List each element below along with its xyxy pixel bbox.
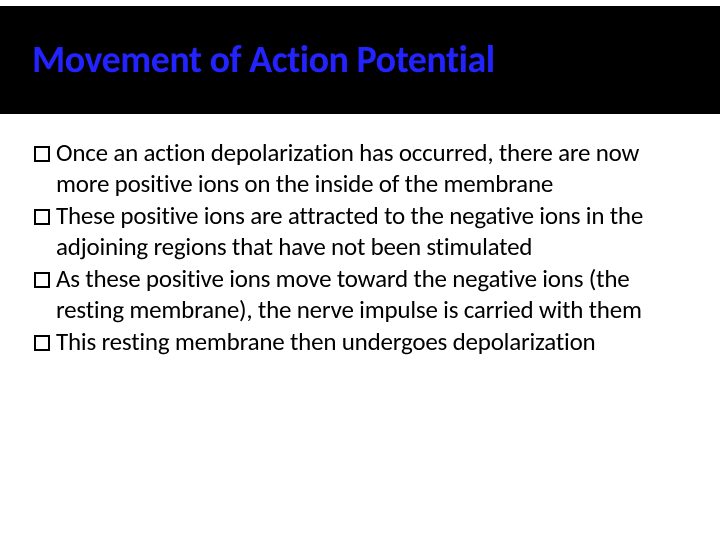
square-bullet-icon: [34, 209, 50, 225]
slide-title: Movement of Action Potential: [32, 37, 495, 83]
bullet-item: As these positive ions move toward the n…: [34, 264, 680, 325]
square-bullet-icon: [34, 146, 50, 162]
bullet-text: As these positive ions move toward the n…: [56, 264, 680, 325]
square-bullet-icon: [34, 335, 50, 351]
bullet-item: This resting membrane then undergoes dep…: [34, 327, 680, 358]
square-bullet-icon: [34, 272, 50, 288]
bullet-text: This resting membrane then undergoes dep…: [56, 327, 680, 358]
bullet-item: Once an action depolarization has occurr…: [34, 138, 680, 199]
bullet-item: These positive ions are attracted to the…: [34, 201, 680, 262]
bullet-text: Once an action depolarization has occurr…: [56, 138, 680, 199]
slide-body: Once an action depolarization has occurr…: [34, 138, 680, 360]
title-band: Movement of Action Potential: [0, 6, 720, 114]
slide: Movement of Action Potential Once an act…: [0, 0, 720, 540]
bullet-text: These positive ions are attracted to the…: [56, 201, 680, 262]
